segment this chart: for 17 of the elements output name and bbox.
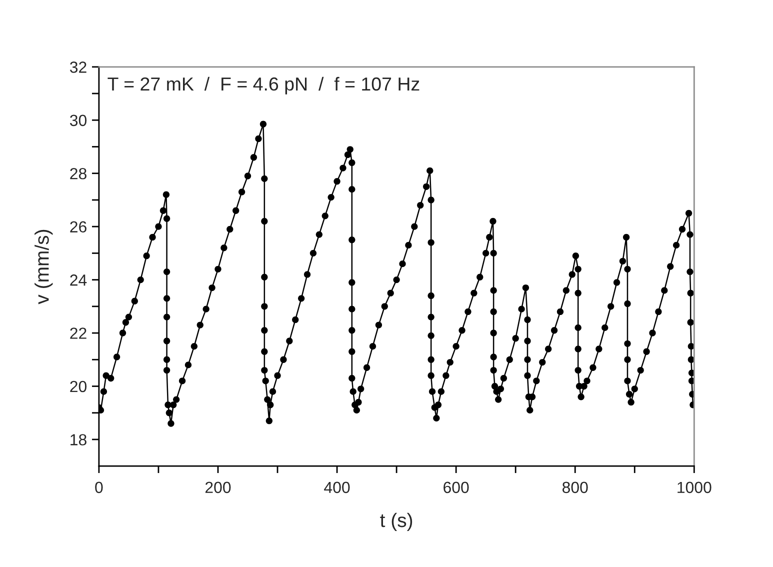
- x-tick-label: 0: [95, 482, 103, 494]
- x-tick-label: 800: [562, 482, 588, 494]
- y-tick-label: 20: [70, 380, 87, 392]
- x-tick-label: 400: [324, 482, 350, 494]
- y-axis-title: v (mm/s): [34, 230, 53, 304]
- annotation: T = 27 mK / F = 4.6 pN / f = 107 Hz: [108, 76, 420, 94]
- x-axis-title: t (s): [380, 512, 412, 532]
- y-tick-label: 32: [70, 62, 86, 73]
- y-tick-label: 30: [70, 114, 87, 126]
- y-tick-label: 22: [70, 328, 86, 339]
- y-tick-label: 24: [70, 274, 87, 286]
- x-tick-label: 200: [205, 482, 231, 494]
- y-tick-label: 26: [70, 221, 86, 233]
- x-tick-label: 600: [444, 482, 469, 494]
- y-tick-label: 28: [70, 168, 86, 180]
- x-tick-label: 1000: [678, 482, 712, 494]
- y-tick-label: 18: [70, 434, 86, 446]
